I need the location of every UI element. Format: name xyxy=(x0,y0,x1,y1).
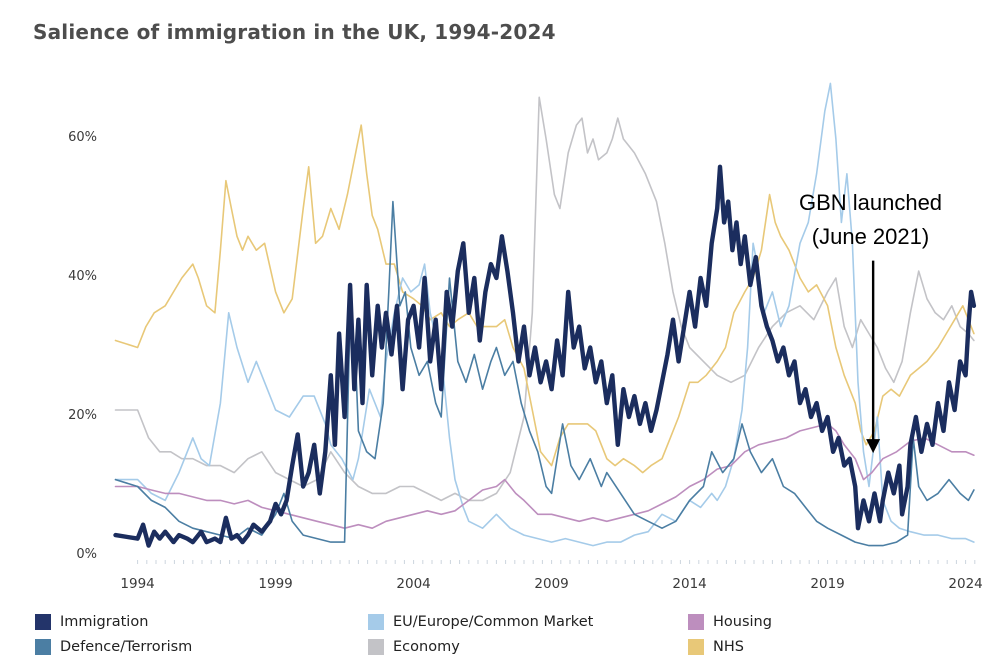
annotation-line-1: GBN launched xyxy=(798,190,943,215)
series-line-defence-terrorism xyxy=(114,200,975,547)
legend-column-1: Immigration Defence/Terrorism xyxy=(35,609,192,659)
legend-label: Housing xyxy=(713,613,772,630)
legend-label: NHS xyxy=(713,638,744,655)
legend-item-immigration: Immigration xyxy=(35,609,192,634)
y-tick-label-0: 0% xyxy=(76,547,97,562)
series-line-eu-europe-common-market xyxy=(114,82,975,547)
series-line-housing xyxy=(114,423,975,530)
legend-swatch-icon xyxy=(688,638,704,655)
legend-label: Immigration xyxy=(60,613,149,630)
x-tick-label-2009: 2009 xyxy=(534,576,569,592)
legend-item-eu-europe-common-market: EU/Europe/Common Market xyxy=(368,609,593,634)
legend-swatch-icon xyxy=(35,638,51,655)
legend-swatch-icon xyxy=(368,613,384,630)
y-tick-label-60: 60% xyxy=(68,130,97,145)
legend-label: EU/Europe/Common Market xyxy=(393,613,594,630)
series-line-immigration xyxy=(113,164,977,548)
legend-item-housing: Housing xyxy=(688,609,772,634)
series-line-economy xyxy=(114,96,975,502)
x-tick-label-2014: 2014 xyxy=(672,576,707,592)
legend-swatch-icon xyxy=(368,638,384,655)
annotation-gbn-launched: GBN launched (June 2021) xyxy=(768,186,973,254)
chart-title: Salience of immigration in the UK, 1994-… xyxy=(33,20,556,44)
legend-label: Economy xyxy=(393,638,460,655)
annotation-arrowhead-icon xyxy=(866,439,881,454)
legend-column-2: EU/Europe/Common Market Economy xyxy=(368,609,593,659)
x-tick-label-2024: 2024 xyxy=(948,576,983,592)
legend-swatch-icon xyxy=(35,613,51,630)
series-line-nhs xyxy=(114,124,975,474)
legend-item-economy: Economy xyxy=(368,634,593,659)
y-tick-label-40: 40% xyxy=(68,269,97,284)
legend-column-3: Housing NHS xyxy=(688,609,772,659)
legend-item-defence-terrorism: Defence/Terrorism xyxy=(35,634,192,659)
x-tick-label-1994: 1994 xyxy=(120,576,155,592)
legend-swatch-icon xyxy=(688,613,704,630)
x-tick-label-2004: 2004 xyxy=(396,576,431,592)
x-tick-label-2019: 2019 xyxy=(810,576,845,592)
y-tick-label-20: 20% xyxy=(68,408,97,423)
x-tick-label-1999: 1999 xyxy=(258,576,293,592)
legend-label: Defence/Terrorism xyxy=(60,638,193,655)
annotation-line-2: (June 2021) xyxy=(811,224,930,250)
legend-item-nhs: NHS xyxy=(688,634,772,659)
